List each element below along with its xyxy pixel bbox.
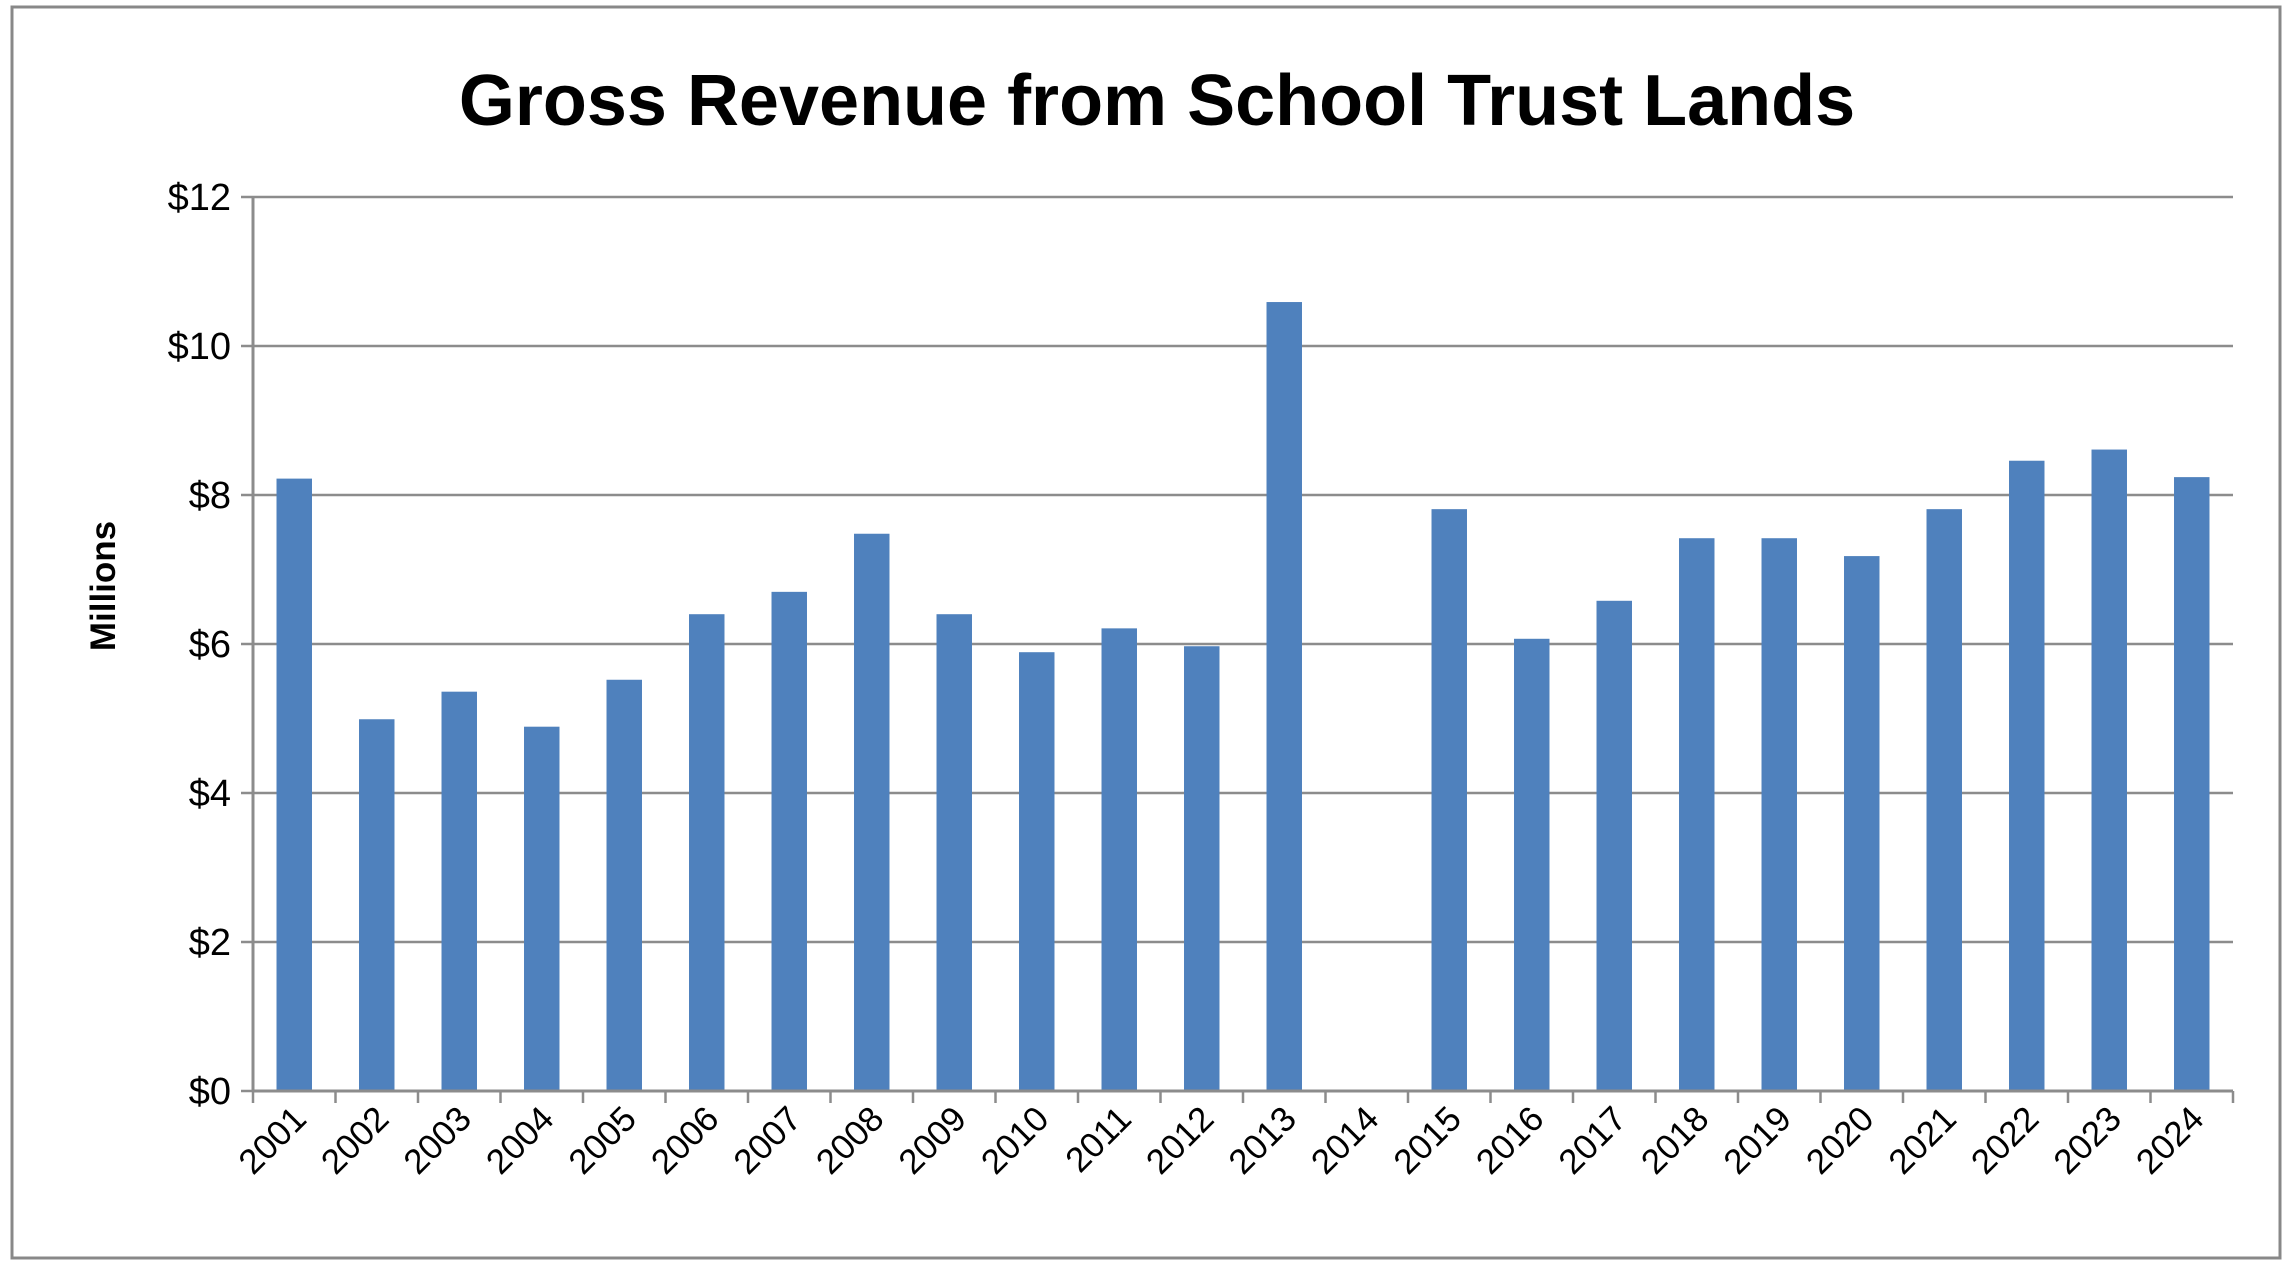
bar-2007	[771, 591, 807, 1091]
y-axis-label: Millions	[84, 521, 123, 651]
bar-2003	[441, 691, 477, 1091]
bar-2018	[1679, 538, 1715, 1091]
y-tick-label: $8	[189, 475, 231, 517]
bar-2020	[1844, 556, 1880, 1091]
y-tick-label: $12	[168, 177, 231, 219]
y-tick-label: $4	[189, 773, 231, 815]
bar-2024	[2174, 477, 2210, 1091]
bar-2013	[1266, 302, 1302, 1091]
y-tick-label: $0	[189, 1071, 231, 1113]
bar-2023	[2091, 449, 2127, 1091]
bar-2005	[606, 679, 642, 1091]
bar-2011	[1101, 628, 1137, 1091]
bar-2019	[1761, 538, 1797, 1091]
bar-2015	[1431, 509, 1467, 1091]
bar-2006	[689, 614, 725, 1091]
bar-2002	[359, 719, 395, 1091]
bar-2009	[936, 614, 972, 1091]
bar-2022	[2009, 460, 2045, 1092]
bar-2004	[524, 726, 560, 1091]
bar-2008	[854, 533, 890, 1091]
y-tick-label: $10	[168, 326, 231, 368]
bar-2017	[1596, 600, 1632, 1091]
y-tick-label: $6	[189, 624, 231, 666]
y-tick-label: $2	[189, 922, 231, 964]
bar-2001	[276, 478, 312, 1091]
bar-2012	[1184, 646, 1220, 1091]
chart-title: Gross Revenue from School Trust Lands	[459, 61, 1855, 141]
bar-2010	[1019, 652, 1055, 1091]
bar-2016	[1514, 638, 1550, 1091]
bar-2021	[1926, 509, 1962, 1091]
